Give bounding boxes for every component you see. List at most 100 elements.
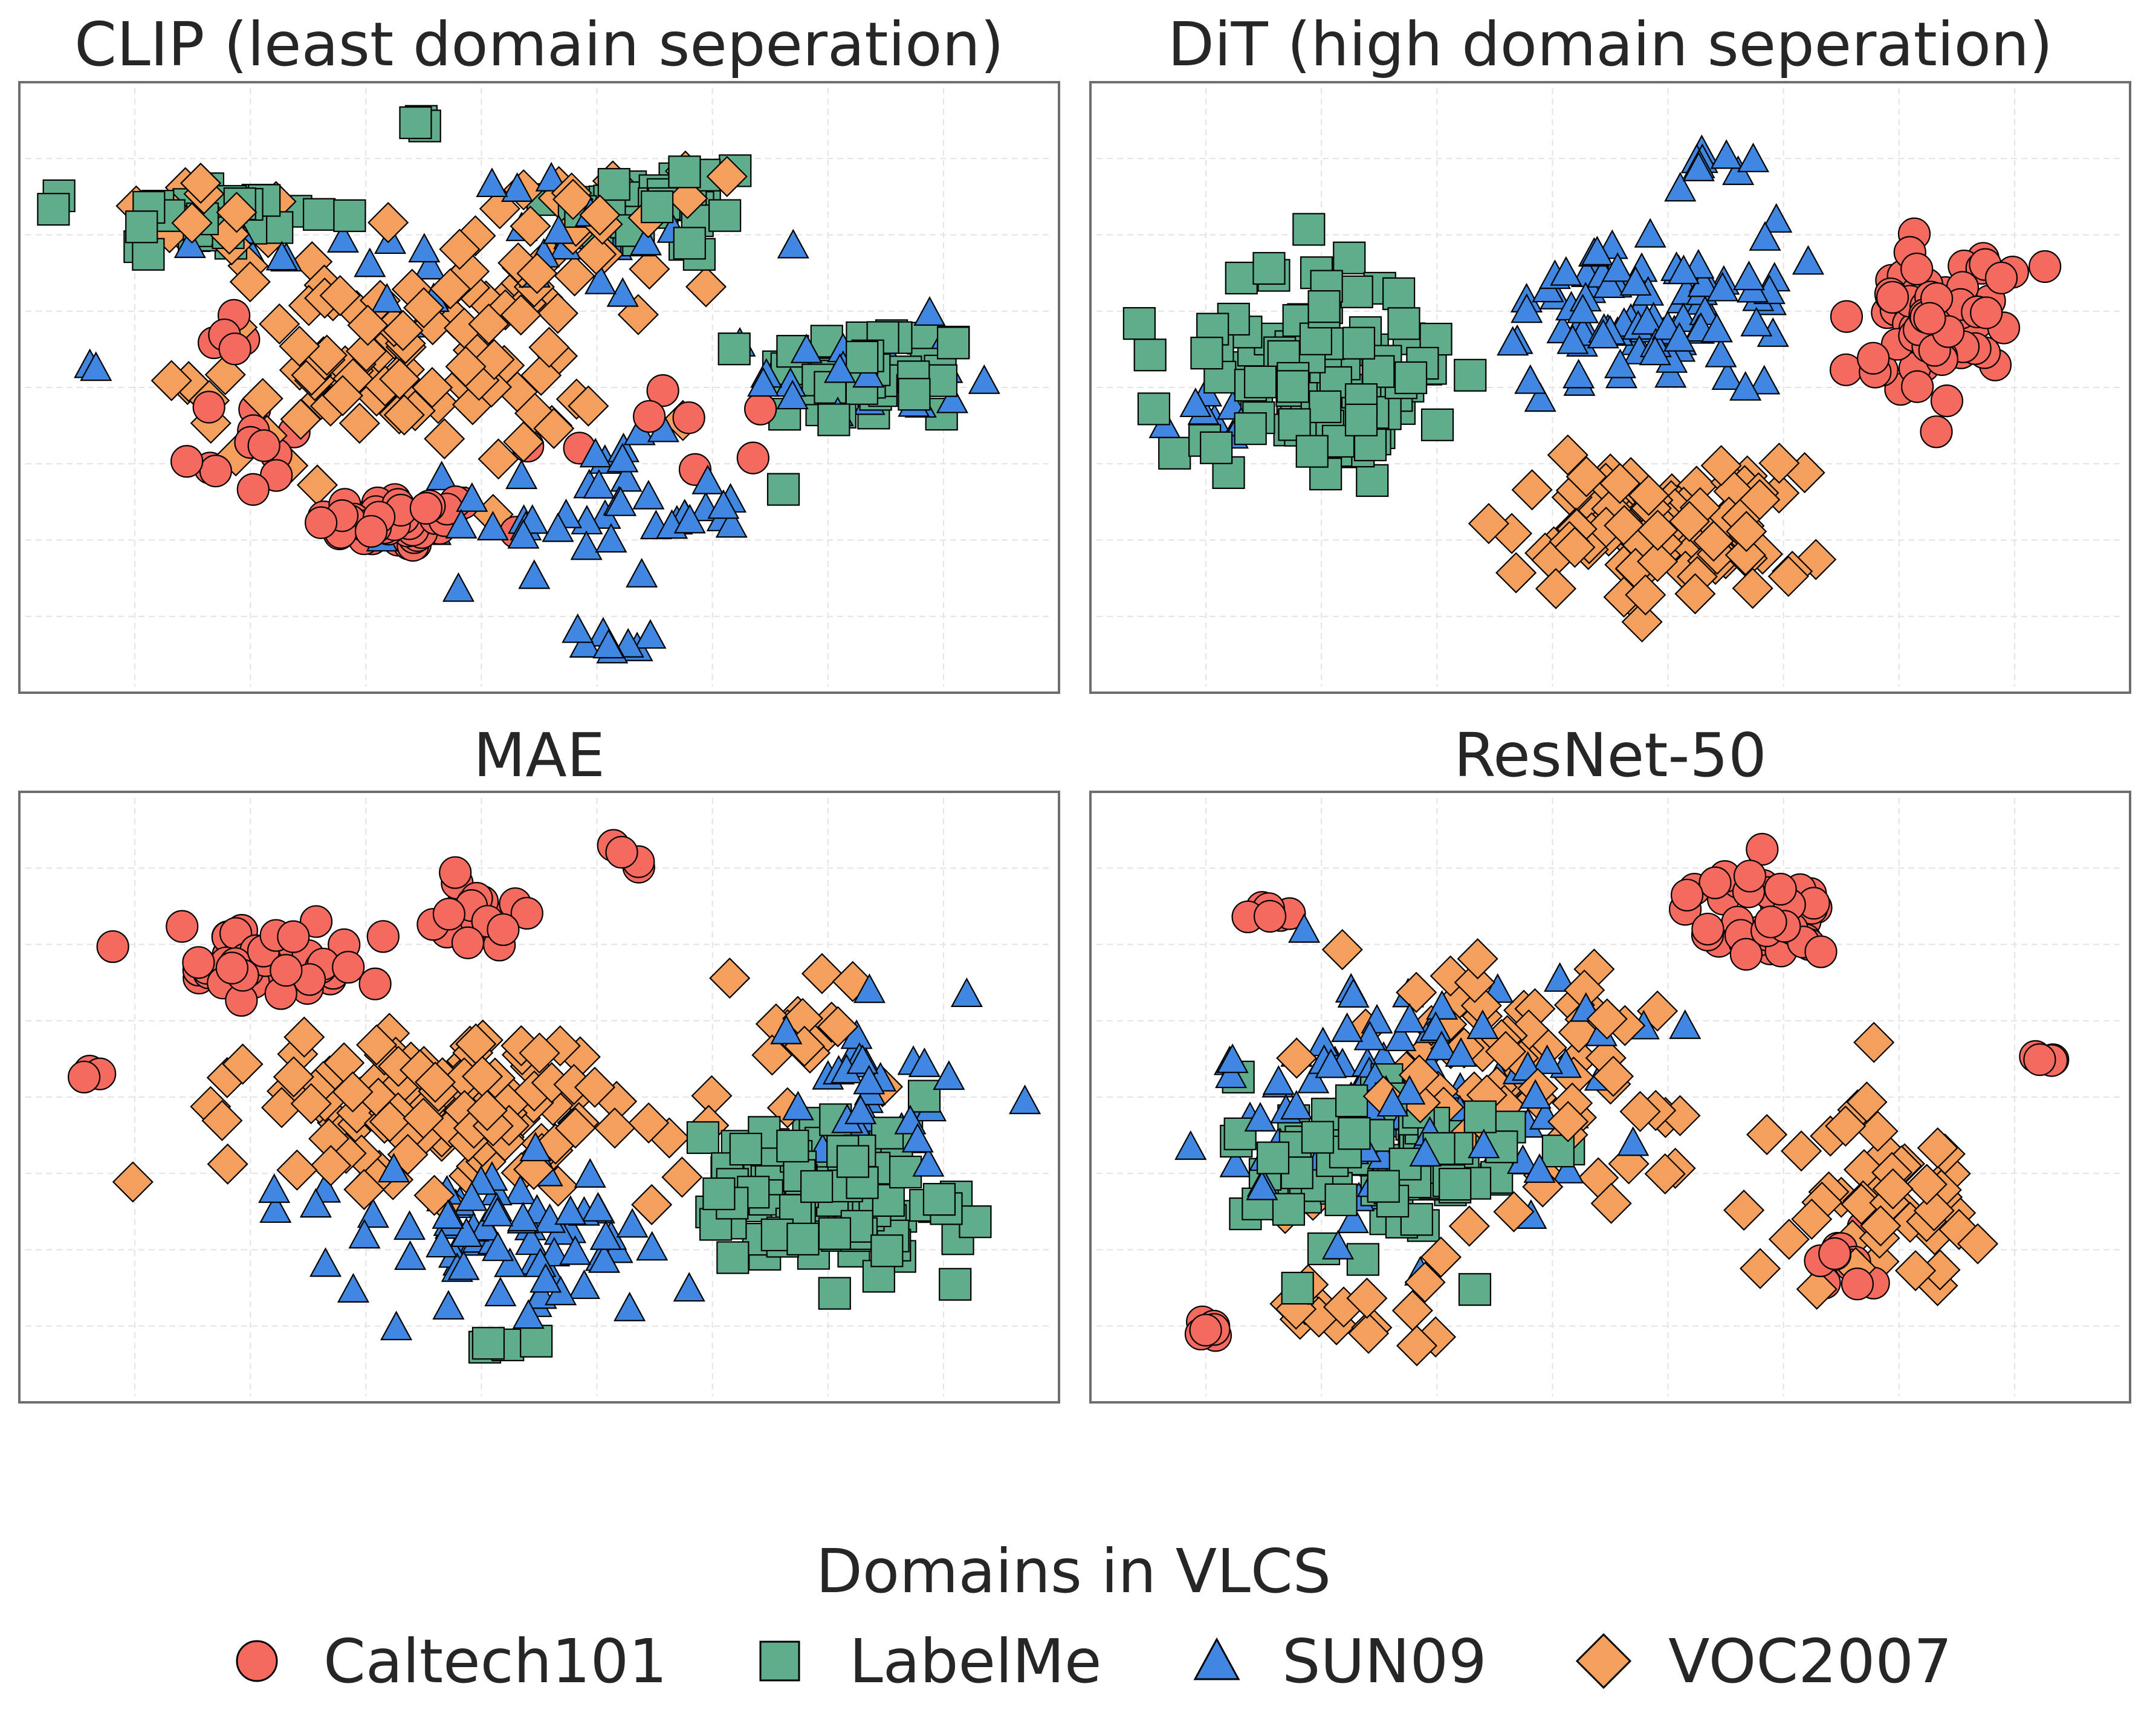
- point-sun09: [393, 1210, 426, 1240]
- point-voc2007: [528, 326, 570, 368]
- point-voc2007: [574, 1066, 616, 1108]
- point-sun09: [1639, 335, 1671, 366]
- point-voc2007: [259, 303, 300, 345]
- point-voc2007: [1590, 1182, 1632, 1224]
- point-caltech101: [192, 390, 225, 424]
- point-sun09: [354, 247, 386, 277]
- point-voc2007: [1599, 462, 1641, 504]
- point-caltech101: [1670, 878, 1704, 912]
- point-labelme: [597, 167, 630, 201]
- point-voc2007: [1625, 574, 1666, 616]
- legend-item-voc2007: VOC2007: [1575, 1626, 1952, 1697]
- point-voc2007: [468, 303, 510, 345]
- point-voc2007: [1276, 1037, 1318, 1079]
- point-labelme: [1463, 1100, 1497, 1133]
- point-voc2007: [1894, 1250, 1937, 1292]
- point-sun09: [455, 1181, 488, 1211]
- point-sun09: [1219, 1147, 1252, 1177]
- point-caltech101: [487, 913, 520, 947]
- point-caltech101: [736, 441, 769, 474]
- point-labelme: [1439, 1168, 1472, 1201]
- point-labelme: [1362, 355, 1395, 388]
- point-sun09: [482, 1231, 514, 1262]
- point-sun09: [1425, 1031, 1458, 1060]
- point-sun09: [265, 241, 298, 271]
- point-voc2007: [1493, 1191, 1535, 1232]
- point-sun09: [1174, 1130, 1207, 1160]
- point-sun09: [604, 486, 637, 516]
- point-sun09: [445, 508, 478, 539]
- point-sun09: [1601, 252, 1634, 282]
- point-caltech101: [366, 920, 400, 953]
- point-caltech101: [451, 926, 485, 959]
- point-labelme: [471, 1327, 505, 1360]
- legend-item-sun09: SUN09: [1193, 1626, 1487, 1697]
- point-sun09: [581, 1192, 614, 1222]
- point-sun09: [632, 479, 665, 510]
- point-sun09: [1792, 245, 1825, 275]
- point-labelme: [520, 1324, 553, 1358]
- point-sun09: [1216, 1043, 1249, 1074]
- point-labelme: [1281, 1271, 1314, 1305]
- point-labelme: [1276, 370, 1310, 403]
- point-voc2007: [1404, 1262, 1446, 1303]
- point-voc2007: [1628, 474, 1669, 516]
- point-voc2007: [280, 398, 322, 440]
- point-labelme: [836, 1145, 870, 1178]
- point-sun09: [1315, 1048, 1347, 1078]
- point-sun09: [80, 351, 112, 381]
- point-voc2007: [579, 194, 621, 236]
- point-caltech101: [1729, 938, 1763, 971]
- point-voc2007: [1346, 1277, 1388, 1319]
- point-voc2007: [347, 305, 389, 346]
- point-sun09: [747, 367, 780, 397]
- legend-label-labelme: LabelMe: [849, 1626, 1102, 1697]
- point-sun09: [1297, 1063, 1330, 1093]
- point-voc2007: [466, 1090, 508, 1132]
- point-voc2007: [1586, 998, 1628, 1040]
- point-sun09: [933, 1060, 965, 1090]
- point-voc2007: [1619, 1090, 1661, 1132]
- point-caltech101: [2029, 250, 2062, 283]
- point-sun09: [592, 629, 625, 659]
- point-voc2007: [1825, 1105, 1867, 1147]
- point-sun09: [634, 619, 667, 649]
- point-sun09: [357, 1198, 389, 1228]
- point-voc2007: [519, 1032, 560, 1074]
- point-voc2007: [1768, 1219, 1810, 1260]
- point-sun09: [258, 1173, 291, 1203]
- point-voc2007: [368, 202, 409, 244]
- point-voc2007: [207, 1143, 248, 1185]
- point-voc2007: [1621, 601, 1663, 643]
- point-sun09: [1700, 313, 1733, 343]
- point-sun09: [589, 1220, 622, 1250]
- point-voc2007: [751, 1034, 793, 1076]
- point-sun09: [519, 1132, 552, 1162]
- point-labelme: [959, 1205, 992, 1239]
- point-voc2007: [1468, 503, 1509, 545]
- point-sun09: [1519, 1079, 1552, 1109]
- point-sun09: [1215, 1058, 1248, 1089]
- point-sun09: [1384, 1022, 1417, 1052]
- point-labelme: [1333, 241, 1366, 274]
- point-sun09: [505, 459, 538, 490]
- point-labelme: [668, 155, 701, 189]
- point-labelme: [1394, 361, 1428, 395]
- point-caltech101: [332, 951, 365, 984]
- point-sun09: [853, 973, 886, 1003]
- point-voc2007: [1420, 1236, 1462, 1278]
- point-voc2007: [1396, 971, 1437, 1013]
- point-sun09: [426, 1228, 458, 1258]
- legend: Domains in VLCS Caltech101 LabelMe SUN09…: [236, 1536, 1952, 1697]
- point-caltech101: [1876, 280, 1909, 314]
- point-sun09: [782, 1090, 814, 1121]
- point-sun09: [1593, 268, 1625, 298]
- point-sun09: [844, 1094, 877, 1124]
- point-sun09: [853, 1064, 886, 1095]
- legend-label-sun09: SUN09: [1282, 1626, 1487, 1697]
- point-voc2007: [554, 1107, 597, 1149]
- panel-dit: DiT (high domain seperation): [1089, 9, 2131, 694]
- point-labelme: [1342, 326, 1376, 360]
- point-caltech101: [432, 898, 466, 931]
- point-voc2007: [273, 1056, 314, 1098]
